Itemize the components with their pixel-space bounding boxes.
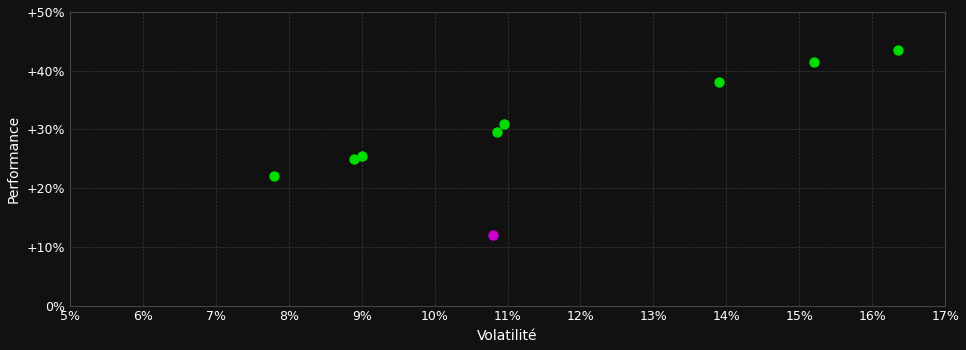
X-axis label: Volatilité: Volatilité [477,329,538,343]
Point [485,232,500,238]
Point [489,130,504,135]
Point [806,59,821,65]
Point [354,153,369,159]
Point [347,156,362,162]
Point [890,47,905,53]
Y-axis label: Performance: Performance [7,115,21,203]
Point [497,121,512,126]
Point [267,174,282,179]
Point [711,80,726,85]
